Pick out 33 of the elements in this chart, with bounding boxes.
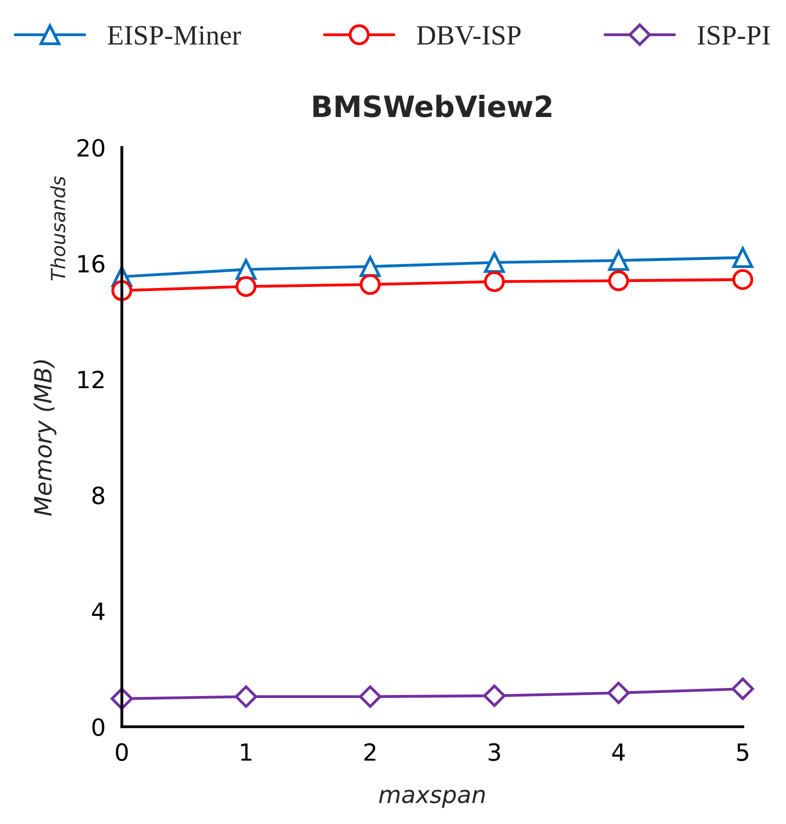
y-tick-label: 20 xyxy=(78,138,104,157)
y-tick-label: 12 xyxy=(78,370,104,388)
y-tick-label: 4 xyxy=(92,602,105,620)
x-axis-title: maxspan xyxy=(379,790,485,808)
x-tick-label: 1 xyxy=(241,743,252,761)
legend-label: DBV-ISP xyxy=(416,26,521,45)
point xyxy=(608,250,629,271)
legend-label: ISP-PI xyxy=(698,26,770,45)
x-tick-label: 0 xyxy=(116,743,128,762)
legend-label: EISP-Miner xyxy=(108,26,241,45)
point xyxy=(732,269,754,290)
point xyxy=(360,256,381,277)
point xyxy=(607,682,630,704)
point xyxy=(484,271,505,292)
y-tick-label: 8 xyxy=(92,486,104,504)
point xyxy=(358,685,382,708)
y-tick-label: 0 xyxy=(92,718,104,736)
y-tick-label: 16 xyxy=(78,254,104,273)
point xyxy=(236,276,256,297)
text: Thousands xyxy=(50,176,66,280)
x-tick-label: 5 xyxy=(737,743,748,762)
point xyxy=(360,274,381,295)
point xyxy=(732,247,754,268)
chart-title: BMSWebView2 xyxy=(313,94,552,118)
point xyxy=(484,252,505,273)
point xyxy=(732,678,754,700)
point xyxy=(608,270,629,292)
y-axis-title: Memory (MB) xyxy=(34,360,56,516)
x-tick-label: 2 xyxy=(364,743,376,761)
x-tick-label: 3 xyxy=(488,743,500,762)
point xyxy=(234,685,258,708)
point xyxy=(483,684,506,707)
x-tick-label: 4 xyxy=(612,743,625,761)
